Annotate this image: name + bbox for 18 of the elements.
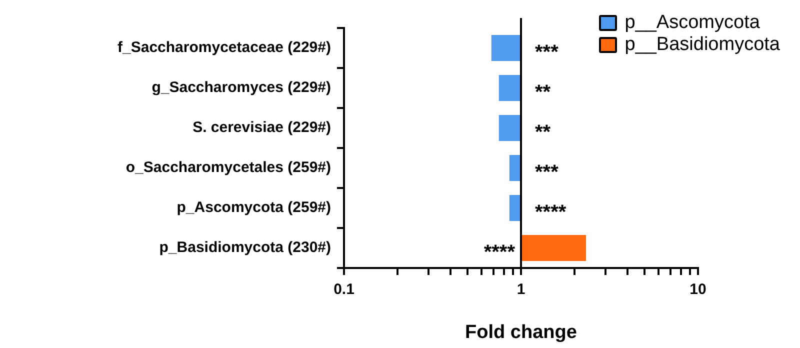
legend-label: p__Ascomycota	[624, 12, 760, 34]
data-label: ****	[484, 242, 516, 264]
y-tick-label: g_Saccharomyces (229#)	[152, 79, 331, 96]
y-tick-label: S. cerevisiae (229#)	[192, 119, 331, 136]
data-label: **	[535, 82, 551, 104]
legend-label: p__Basidiomycota	[624, 34, 780, 56]
y-tick-label: o_Saccharomycetales (259#)	[126, 159, 331, 176]
x-tick-label: 10	[690, 281, 706, 298]
x-tick-label: 1	[516, 281, 526, 298]
y-tick-label: p_Ascomycota (259#)	[176, 199, 332, 216]
data-label: **	[535, 122, 551, 144]
x-tick-label: 0.1	[334, 281, 354, 298]
x-axis-title: Fold change	[465, 322, 577, 343]
data-label: ***	[535, 162, 559, 184]
y-tick-label: p_Basidiomycota (230#)	[159, 239, 331, 256]
y-tick-label: f_Saccharomycetaceae (229#)	[118, 39, 331, 56]
data-label: ****	[535, 202, 566, 224]
data-label: ***	[535, 42, 559, 64]
